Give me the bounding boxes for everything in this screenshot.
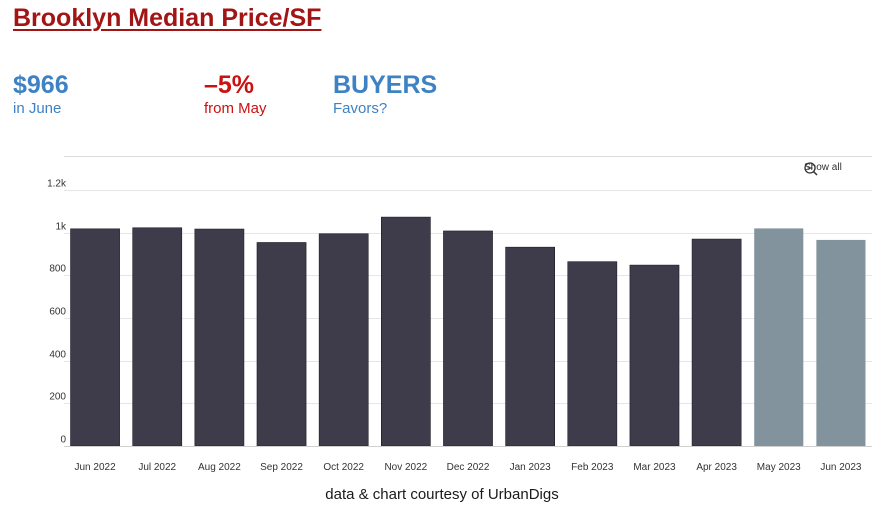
stat-price: $966 in June: [13, 70, 69, 118]
x-tick-label: Feb 2023: [571, 462, 614, 473]
x-tick-label: Sep 2022: [260, 462, 303, 473]
x-tick-label: Oct 2022: [323, 462, 364, 473]
bar-chart: 0 200 400 600 800 1k 1.2k Jun 2022 Jul 2022 Aug 2…: [47, 156, 872, 473]
bar: [194, 228, 245, 447]
stat-change-value: –5%: [204, 71, 255, 99]
x-tick-label: Jun 2022: [74, 462, 116, 473]
stat-price-caption: in June: [13, 100, 62, 117]
x-tick-label: Jan 2023: [510, 462, 552, 473]
y-tick-label: 1.2k: [47, 179, 67, 190]
y-tick-label: 1k: [55, 222, 67, 233]
x-tick-label: Apr 2023: [696, 462, 737, 473]
y-tick-label: 800: [49, 264, 66, 275]
bar: [567, 261, 618, 447]
bar: [691, 238, 742, 447]
y-tick-label: 600: [49, 307, 66, 318]
x-tick-label: Mar 2023: [633, 462, 676, 473]
y-tick-label: 0: [60, 435, 66, 446]
bar: [380, 216, 431, 447]
chart-area: 0 200 400 600 800 1k 1.2k Jun 2022 Jul 2022 Aug 2…: [0, 150, 884, 485]
stat-market-value: BUYERS: [333, 71, 438, 99]
show-all-button[interactable]: Show all: [804, 162, 842, 176]
stat-change: –5% from May: [204, 70, 267, 118]
stat-market: BUYERS Favors?: [333, 70, 437, 118]
show-all-label: Show all: [804, 162, 842, 173]
bar: [754, 228, 804, 446]
x-tick-label: Aug 2022: [198, 462, 241, 473]
bar: [443, 230, 493, 447]
y-tick-label: 400: [49, 350, 66, 361]
page-title: Brooklyn Median Price/SF: [13, 4, 322, 32]
x-tick-label: Jun 2023: [820, 462, 862, 473]
x-tick-label: Nov 2022: [384, 462, 427, 473]
y-tick-label: 200: [49, 392, 66, 403]
bar: [256, 242, 307, 447]
x-tick-label: Dec 2022: [447, 462, 490, 473]
bar: [816, 239, 866, 446]
bar: [132, 227, 183, 447]
stat-change-caption: from May: [204, 100, 267, 117]
bar: [318, 233, 369, 447]
x-tick-label: May 2023: [757, 462, 801, 473]
chart-credit: data & chart courtesy of UrbanDigs: [325, 486, 559, 503]
x-tick-label: Jul 2022: [138, 462, 176, 473]
bar: [70, 228, 120, 447]
zoom-out-icon: [804, 162, 818, 176]
stat-price-value: $966: [13, 71, 69, 99]
bar: [629, 264, 680, 447]
bar: [505, 246, 556, 447]
stat-market-caption: Favors?: [333, 100, 388, 117]
